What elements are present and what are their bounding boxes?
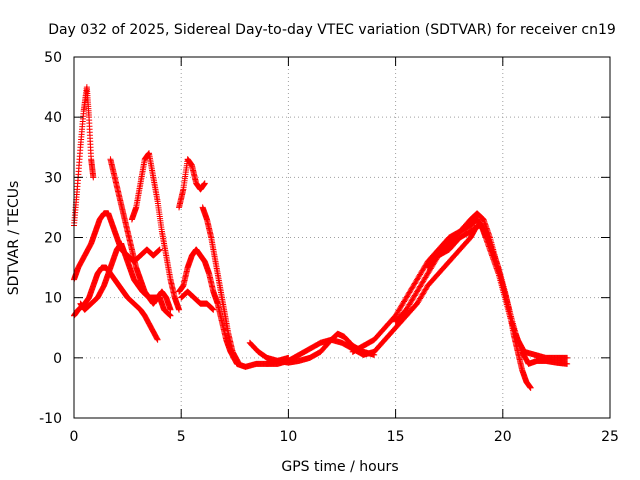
y-tick-label: 10 [44, 291, 62, 307]
series-track-g [176, 156, 208, 211]
axis-ticks: 0 5 10 15 20 25 -10 0 10 20 30 40 50 [39, 50, 619, 445]
data-points [71, 84, 571, 391]
grid-lines [74, 57, 610, 418]
x-axis-label: GPS time / hours [281, 459, 398, 475]
series-track-n [392, 210, 571, 367]
data-point [236, 360, 243, 367]
series-track-a [71, 84, 97, 229]
data-point [156, 246, 163, 253]
y-tick-label: 40 [44, 110, 62, 126]
data-point [176, 306, 183, 313]
x-tick-label: 25 [601, 429, 619, 445]
data-point [527, 384, 534, 391]
y-tick-label: 20 [44, 231, 62, 247]
series-track-i [199, 204, 243, 367]
data-point [564, 354, 571, 361]
y-axis-label: SDTVAR / TECUs [6, 181, 22, 296]
x-tick-label: 5 [177, 429, 186, 445]
y-tick-label: 50 [44, 50, 62, 66]
x-tick-label: 0 [70, 429, 79, 445]
x-tick-label: 20 [494, 429, 512, 445]
data-point [154, 336, 161, 343]
data-point [90, 174, 97, 181]
data-point [167, 312, 174, 319]
series-track-c [71, 264, 161, 343]
series-track-j [178, 288, 217, 313]
data-point [564, 360, 571, 367]
x-tick-label: 15 [387, 429, 405, 445]
y-tick-label: 30 [44, 170, 62, 186]
data-point [201, 180, 208, 187]
series-track-f [128, 150, 183, 313]
series-track-o [424, 222, 534, 391]
data-point [210, 306, 217, 313]
data-point [167, 306, 174, 313]
x-tick-label: 10 [279, 429, 297, 445]
chart-title: Day 032 of 2025, Sidereal Day-to-day VTE… [48, 22, 616, 38]
series-track-e [107, 156, 174, 313]
y-tick-label: 0 [53, 351, 62, 367]
y-tick-label: -10 [39, 411, 62, 427]
